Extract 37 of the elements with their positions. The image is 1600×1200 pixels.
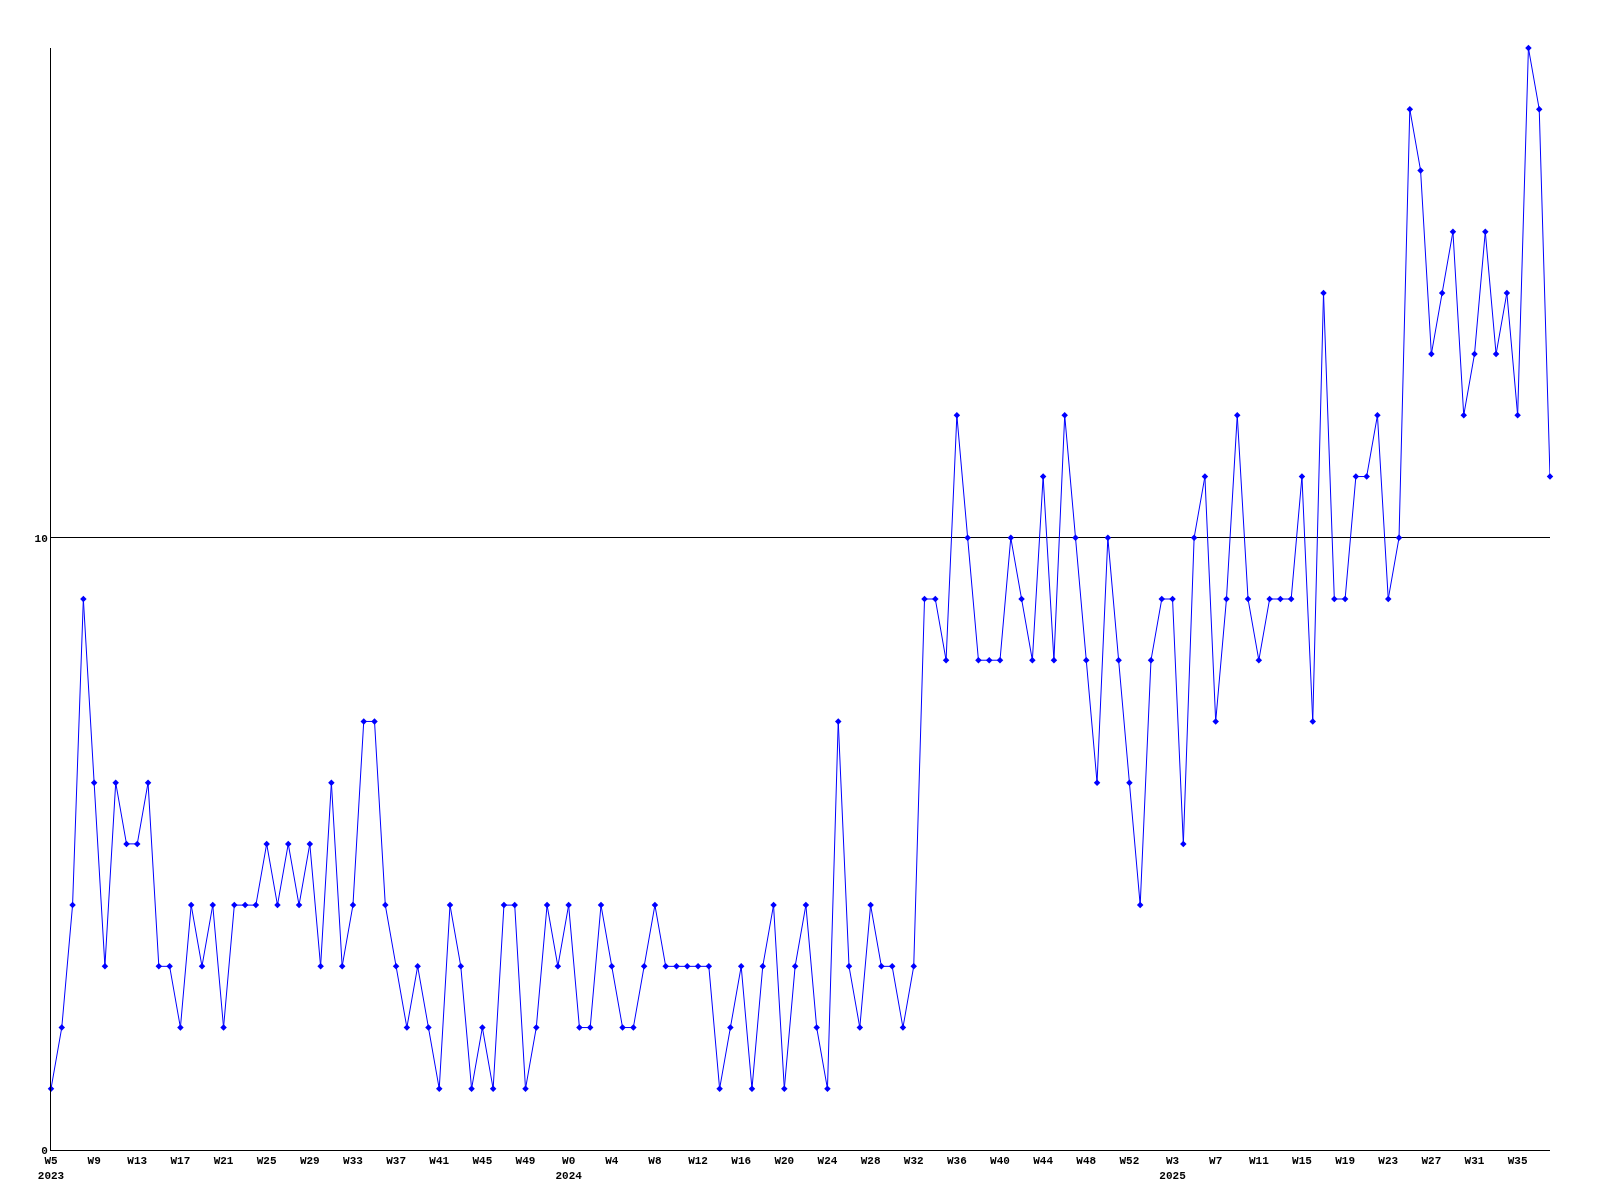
x-tick-label: W49: [515, 1155, 536, 1168]
x-tick-label: W31: [1464, 1155, 1485, 1168]
x-tick-label: W32: [903, 1155, 924, 1168]
y-tick-label: 10: [34, 532, 48, 545]
x-tick-label: W52: [1119, 1155, 1140, 1168]
x-tick-label: W36: [946, 1155, 967, 1168]
x-tick-label: W16: [731, 1155, 752, 1168]
x-tick-label: W9: [87, 1155, 101, 1168]
x-tick-label: W15: [1292, 1155, 1313, 1168]
x-tick-label: W8: [648, 1155, 662, 1168]
x-tick-label: W5 2023: [37, 1155, 65, 1182]
x-tick-label: W21: [213, 1155, 234, 1168]
x-tick-label: W48: [1076, 1155, 1097, 1168]
x-tick-label: W13: [127, 1155, 148, 1168]
x-tick-label: W11: [1248, 1155, 1270, 1168]
x-tick-label: W0 2024: [555, 1155, 583, 1182]
x-tick-label: W12: [688, 1155, 708, 1168]
x-tick-label: W23: [1378, 1155, 1399, 1168]
x-tick-label: W37: [386, 1155, 406, 1168]
x-tick-label: W20: [774, 1155, 795, 1168]
x-tick-label: W27: [1421, 1155, 1442, 1168]
x-tick-label: W41: [429, 1155, 450, 1168]
x-tick-label: W25: [256, 1155, 277, 1168]
x-tick-label: W44: [1033, 1155, 1054, 1168]
x-tick-label: W29: [299, 1155, 320, 1168]
x-tick-label: W7: [1209, 1155, 1223, 1168]
x-tick-label: W35: [1507, 1155, 1528, 1168]
x-tick-label: W24: [817, 1155, 838, 1168]
x-tick-label: W33: [343, 1155, 364, 1168]
y-tick-label: 0: [41, 1144, 48, 1157]
x-tick-label: W28: [860, 1155, 881, 1168]
x-tick-label: W3 2025: [1159, 1155, 1187, 1182]
x-tick-label: W19: [1335, 1155, 1356, 1168]
x-tick-label: W4: [605, 1155, 619, 1168]
x-tick-label: W17: [170, 1155, 191, 1168]
x-tick-label: W40: [990, 1155, 1010, 1168]
x-tick-label: W45: [472, 1155, 493, 1168]
